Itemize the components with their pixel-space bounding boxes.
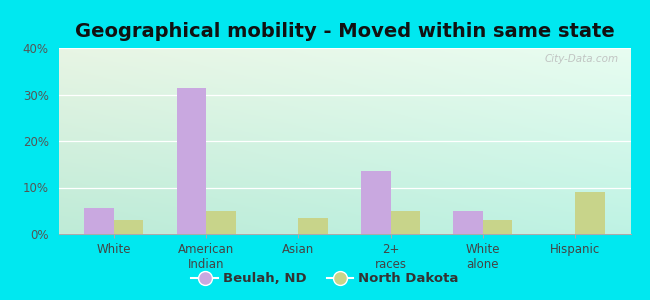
Bar bbox=[453, 211, 483, 234]
Bar bbox=[84, 208, 114, 234]
Bar bbox=[114, 220, 144, 234]
Bar bbox=[298, 218, 328, 234]
Title: Geographical mobility - Moved within same state: Geographical mobility - Moved within sam… bbox=[75, 22, 614, 41]
Bar bbox=[575, 192, 604, 234]
Bar bbox=[206, 211, 236, 234]
Bar bbox=[361, 171, 391, 234]
Bar bbox=[391, 211, 420, 234]
Bar bbox=[177, 88, 206, 234]
Bar bbox=[483, 220, 512, 234]
Text: City-Data.com: City-Data.com bbox=[545, 54, 619, 64]
Legend: Beulah, ND, North Dakota: Beulah, ND, North Dakota bbox=[186, 267, 464, 290]
